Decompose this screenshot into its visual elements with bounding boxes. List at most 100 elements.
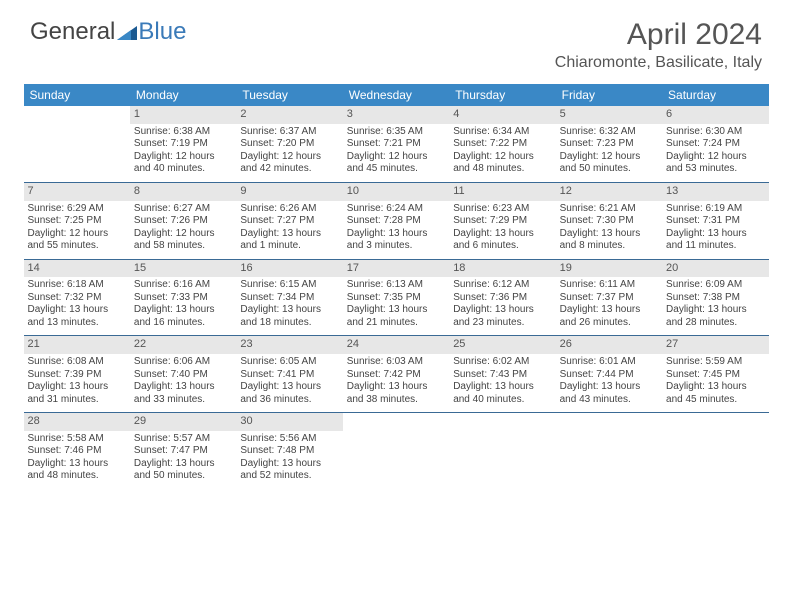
calendar-cell (24, 106, 130, 182)
day-number: 2 (236, 106, 342, 124)
sunrise-text: Sunrise: 6:02 AM (453, 356, 551, 369)
daylight-text: Daylight: 13 hours and 33 minutes. (134, 381, 232, 406)
sunrise-text: Sunrise: 6:32 AM (560, 126, 658, 139)
month-title: April 2024 (555, 18, 762, 52)
calendar-row: 1Sunrise: 6:38 AMSunset: 7:19 PMDaylight… (24, 106, 769, 182)
sunrise-text: Sunrise: 6:06 AM (134, 356, 232, 369)
day-number: 16 (236, 260, 342, 278)
logo: General Blue (30, 18, 186, 46)
logo-text-blue: Blue (138, 18, 186, 46)
day-number: 3 (343, 106, 449, 124)
daylight-text: Daylight: 13 hours and 36 minutes. (240, 381, 338, 406)
calendar-cell: 30Sunrise: 5:56 AMSunset: 7:48 PMDayligh… (236, 413, 342, 489)
weekday-header: Thursday (449, 84, 555, 106)
calendar-cell: 29Sunrise: 5:57 AMSunset: 7:47 PMDayligh… (130, 413, 236, 489)
calendar-cell: 13Sunrise: 6:19 AMSunset: 7:31 PMDayligh… (662, 182, 768, 259)
sunrise-text: Sunrise: 6:29 AM (28, 203, 126, 216)
calendar-row: 28Sunrise: 5:58 AMSunset: 7:46 PMDayligh… (24, 413, 769, 489)
calendar-cell (449, 413, 555, 489)
day-number: 30 (236, 413, 342, 431)
calendar-cell: 18Sunrise: 6:12 AMSunset: 7:36 PMDayligh… (449, 259, 555, 336)
sunrise-text: Sunrise: 5:58 AM (28, 433, 126, 446)
day-number: 13 (662, 183, 768, 201)
day-number: 8 (130, 183, 236, 201)
day-number: 19 (556, 260, 662, 278)
sunset-text: Sunset: 7:25 PM (28, 215, 126, 228)
sunset-text: Sunset: 7:48 PM (240, 445, 338, 458)
daylight-text: Daylight: 12 hours and 48 minutes. (453, 151, 551, 176)
sunset-text: Sunset: 7:34 PM (240, 292, 338, 305)
calendar-cell: 21Sunrise: 6:08 AMSunset: 7:39 PMDayligh… (24, 336, 130, 413)
day-number: 15 (130, 260, 236, 278)
sunset-text: Sunset: 7:26 PM (134, 215, 232, 228)
sunrise-text: Sunrise: 6:38 AM (134, 126, 232, 139)
calendar-cell: 5Sunrise: 6:32 AMSunset: 7:23 PMDaylight… (556, 106, 662, 182)
sunrise-text: Sunrise: 6:30 AM (666, 126, 764, 139)
calendar-cell (343, 413, 449, 489)
calendar-cell: 16Sunrise: 6:15 AMSunset: 7:34 PMDayligh… (236, 259, 342, 336)
calendar-cell: 8Sunrise: 6:27 AMSunset: 7:26 PMDaylight… (130, 182, 236, 259)
calendar-cell: 12Sunrise: 6:21 AMSunset: 7:30 PMDayligh… (556, 182, 662, 259)
daylight-text: Daylight: 13 hours and 13 minutes. (28, 304, 126, 329)
calendar-cell: 27Sunrise: 5:59 AMSunset: 7:45 PMDayligh… (662, 336, 768, 413)
calendar-cell: 10Sunrise: 6:24 AMSunset: 7:28 PMDayligh… (343, 182, 449, 259)
day-number: 21 (24, 336, 130, 354)
calendar-cell: 28Sunrise: 5:58 AMSunset: 7:46 PMDayligh… (24, 413, 130, 489)
daylight-text: Daylight: 12 hours and 45 minutes. (347, 151, 445, 176)
sunrise-text: Sunrise: 6:11 AM (560, 279, 658, 292)
sunset-text: Sunset: 7:45 PM (666, 369, 764, 382)
calendar-body: 1Sunrise: 6:38 AMSunset: 7:19 PMDaylight… (24, 106, 769, 489)
day-number: 23 (236, 336, 342, 354)
sunrise-text: Sunrise: 6:23 AM (453, 203, 551, 216)
sunset-text: Sunset: 7:42 PM (347, 369, 445, 382)
sunset-text: Sunset: 7:47 PM (134, 445, 232, 458)
sunrise-text: Sunrise: 5:59 AM (666, 356, 764, 369)
daylight-text: Daylight: 13 hours and 21 minutes. (347, 304, 445, 329)
calendar-cell: 24Sunrise: 6:03 AMSunset: 7:42 PMDayligh… (343, 336, 449, 413)
sunset-text: Sunset: 7:37 PM (560, 292, 658, 305)
daylight-text: Daylight: 12 hours and 55 minutes. (28, 228, 126, 253)
daylight-text: Daylight: 13 hours and 40 minutes. (453, 381, 551, 406)
weekday-header: Tuesday (236, 84, 342, 106)
sunrise-text: Sunrise: 6:37 AM (240, 126, 338, 139)
sunrise-text: Sunrise: 6:19 AM (666, 203, 764, 216)
sunrise-text: Sunrise: 6:05 AM (240, 356, 338, 369)
calendar-cell: 19Sunrise: 6:11 AMSunset: 7:37 PMDayligh… (556, 259, 662, 336)
day-number: 18 (449, 260, 555, 278)
daylight-text: Daylight: 13 hours and 45 minutes. (666, 381, 764, 406)
calendar-cell (662, 413, 768, 489)
sunset-text: Sunset: 7:28 PM (347, 215, 445, 228)
sunset-text: Sunset: 7:30 PM (560, 215, 658, 228)
sunset-text: Sunset: 7:21 PM (347, 138, 445, 151)
calendar-cell: 3Sunrise: 6:35 AMSunset: 7:21 PMDaylight… (343, 106, 449, 182)
day-number: 20 (662, 260, 768, 278)
calendar-row: 7Sunrise: 6:29 AMSunset: 7:25 PMDaylight… (24, 182, 769, 259)
logo-text-general: General (30, 18, 115, 46)
title-block: April 2024 Chiaromonte, Basilicate, Ital… (555, 18, 762, 72)
sunset-text: Sunset: 7:43 PM (453, 369, 551, 382)
weekday-header: Sunday (24, 84, 130, 106)
calendar-cell: 14Sunrise: 6:18 AMSunset: 7:32 PMDayligh… (24, 259, 130, 336)
sunrise-text: Sunrise: 6:21 AM (560, 203, 658, 216)
sunrise-text: Sunrise: 6:18 AM (28, 279, 126, 292)
day-number: 4 (449, 106, 555, 124)
calendar-cell: 2Sunrise: 6:37 AMSunset: 7:20 PMDaylight… (236, 106, 342, 182)
calendar-cell: 9Sunrise: 6:26 AMSunset: 7:27 PMDaylight… (236, 182, 342, 259)
daylight-text: Daylight: 12 hours and 40 minutes. (134, 151, 232, 176)
sunset-text: Sunset: 7:27 PM (240, 215, 338, 228)
daylight-text: Daylight: 13 hours and 3 minutes. (347, 228, 445, 253)
weekday-header: Saturday (662, 84, 768, 106)
calendar-cell (556, 413, 662, 489)
calendar-row: 14Sunrise: 6:18 AMSunset: 7:32 PMDayligh… (24, 259, 769, 336)
sunrise-text: Sunrise: 6:12 AM (453, 279, 551, 292)
daylight-text: Daylight: 13 hours and 31 minutes. (28, 381, 126, 406)
day-number: 25 (449, 336, 555, 354)
sunset-text: Sunset: 7:24 PM (666, 138, 764, 151)
daylight-text: Daylight: 12 hours and 42 minutes. (240, 151, 338, 176)
logo-triangle-icon (117, 23, 137, 41)
sunrise-text: Sunrise: 6:16 AM (134, 279, 232, 292)
calendar-cell: 1Sunrise: 6:38 AMSunset: 7:19 PMDaylight… (130, 106, 236, 182)
sunset-text: Sunset: 7:38 PM (666, 292, 764, 305)
day-number: 29 (130, 413, 236, 431)
day-number: 14 (24, 260, 130, 278)
